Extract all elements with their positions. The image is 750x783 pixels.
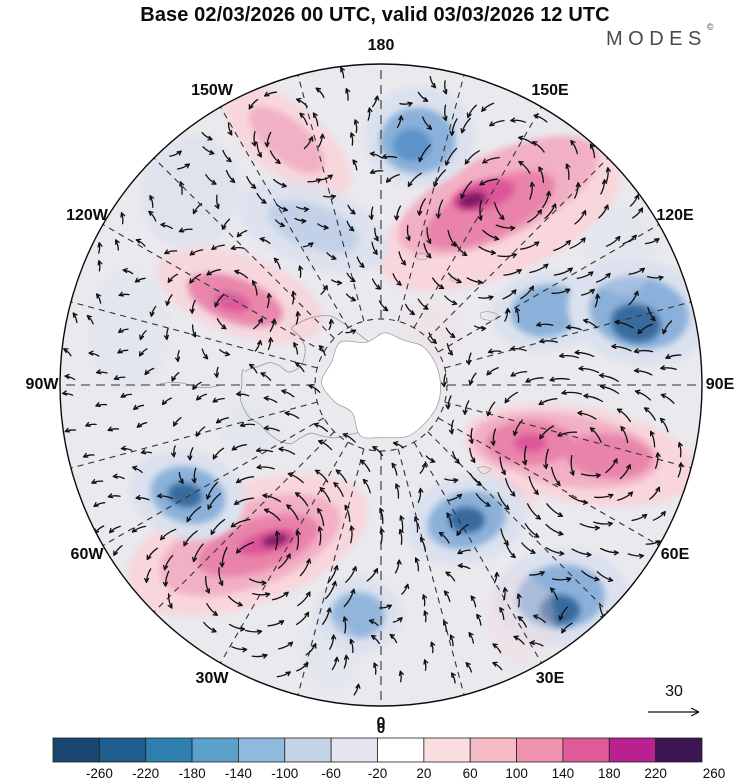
svg-text:-60: -60	[321, 766, 341, 781]
svg-text:20: 20	[416, 766, 431, 781]
svg-text:-100: -100	[271, 766, 298, 781]
svg-text:60: 60	[463, 766, 478, 781]
svg-text:-260: -260	[86, 766, 113, 781]
svg-text:220: 220	[644, 766, 667, 781]
svg-text:-20: -20	[368, 766, 388, 781]
svg-text:180: 180	[598, 766, 621, 781]
svg-text:100: 100	[505, 766, 528, 781]
svg-text:-140: -140	[225, 766, 252, 781]
svg-text:0: 0	[377, 720, 385, 737]
svg-text:-220: -220	[132, 766, 159, 781]
svg-text:-180: -180	[179, 766, 206, 781]
svg-text:260: 260	[703, 766, 726, 781]
svg-text:140: 140	[552, 766, 575, 781]
